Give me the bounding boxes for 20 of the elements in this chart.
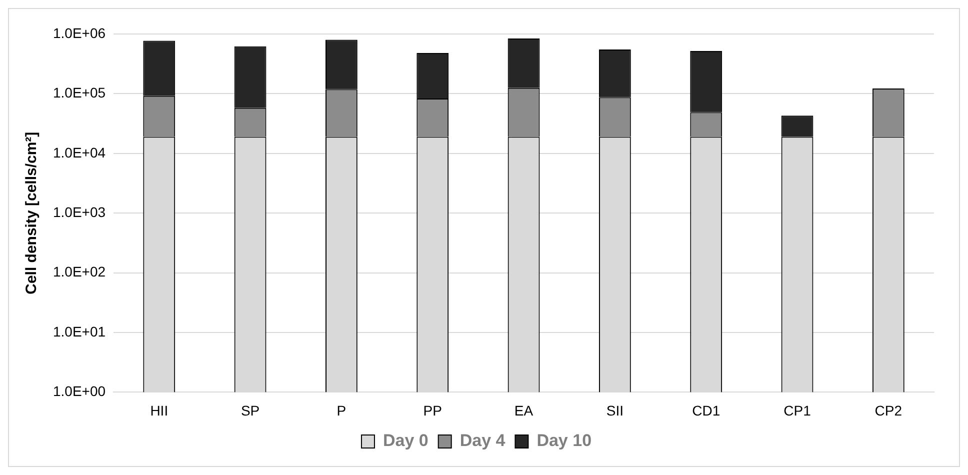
y-tick-label: 1.0E+01 bbox=[52, 323, 106, 340]
legend-label: Day 4 bbox=[460, 431, 506, 450]
y-tick-label: 1.0E+00 bbox=[52, 383, 106, 400]
x-tick-label: HII bbox=[150, 402, 168, 418]
y-tick-label: 1.0E+04 bbox=[52, 144, 106, 160]
x-tick-label: SII bbox=[606, 402, 624, 418]
y-axis-title: Cell density [cells/cm²] bbox=[23, 132, 40, 294]
legend-label: Day 10 bbox=[536, 431, 592, 450]
y-tick-label: 1.0E+06 bbox=[52, 24, 106, 41]
y-tick-label: 1.0E+03 bbox=[52, 204, 106, 220]
x-tick-label: CP2 bbox=[874, 402, 902, 418]
x-tick-label: CP1 bbox=[784, 402, 812, 418]
y-tick-label: 1.0E+05 bbox=[52, 84, 106, 101]
x-tick-label: EA bbox=[514, 402, 534, 418]
x-tick-label: CD1 bbox=[692, 402, 720, 418]
x-tick-label: SP bbox=[240, 402, 260, 418]
x-tick-label: P bbox=[336, 402, 346, 418]
x-tick-label: PP bbox=[423, 402, 442, 418]
legend-label: Day 0 bbox=[382, 431, 428, 450]
y-tick-label: 1.0E+02 bbox=[52, 264, 106, 280]
